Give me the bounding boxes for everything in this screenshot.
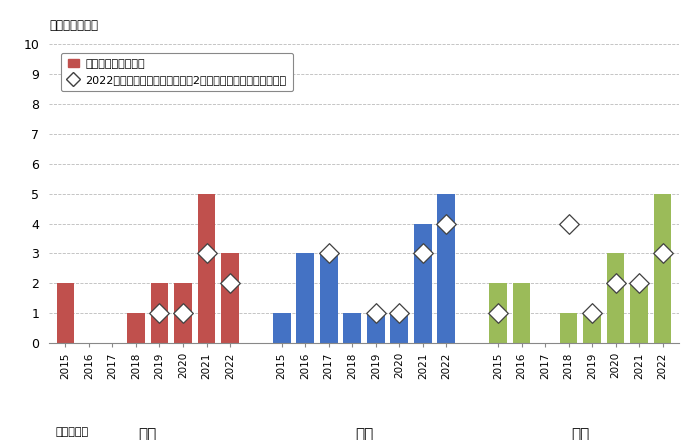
- Bar: [489, 283, 507, 343]
- Text: 日本: 日本: [139, 427, 157, 440]
- Point: [417, 250, 428, 257]
- Point: [492, 310, 503, 317]
- Point: [370, 310, 382, 317]
- Text: 欧州: 欧州: [571, 427, 589, 440]
- Bar: [654, 194, 671, 343]
- Point: [154, 310, 165, 317]
- Bar: [391, 313, 408, 343]
- Bar: [150, 283, 168, 343]
- Bar: [127, 313, 145, 343]
- Bar: [583, 313, 601, 343]
- Bar: [174, 283, 192, 343]
- Point: [441, 220, 452, 227]
- Bar: [320, 253, 337, 343]
- Point: [393, 310, 405, 317]
- Point: [634, 280, 645, 287]
- Bar: [607, 253, 624, 343]
- Bar: [560, 313, 577, 343]
- Text: （承認品目数）: （承認品目数）: [49, 19, 98, 32]
- Bar: [57, 283, 74, 343]
- Bar: [414, 224, 432, 343]
- Point: [225, 280, 236, 287]
- Point: [610, 280, 621, 287]
- Bar: [221, 253, 239, 343]
- Bar: [512, 283, 531, 343]
- Bar: [296, 253, 314, 343]
- Legend: 承認を受けた品目数, 2022年末時点で日米欧いずれか2極以上の承認を受けた品目数: 承認を受けた品目数, 2022年末時点で日米欧いずれか2極以上の承認を受けた品目…: [61, 52, 293, 92]
- Bar: [630, 283, 648, 343]
- Bar: [438, 194, 455, 343]
- Bar: [273, 313, 290, 343]
- Point: [587, 310, 598, 317]
- Bar: [344, 313, 361, 343]
- Bar: [367, 313, 384, 343]
- Point: [201, 250, 212, 257]
- Point: [563, 220, 574, 227]
- Text: 米国: 米国: [355, 427, 373, 440]
- Point: [323, 250, 335, 257]
- Point: [177, 310, 188, 317]
- Text: （承認年）: （承認年）: [56, 427, 89, 437]
- Point: [657, 250, 668, 257]
- Bar: [197, 194, 216, 343]
